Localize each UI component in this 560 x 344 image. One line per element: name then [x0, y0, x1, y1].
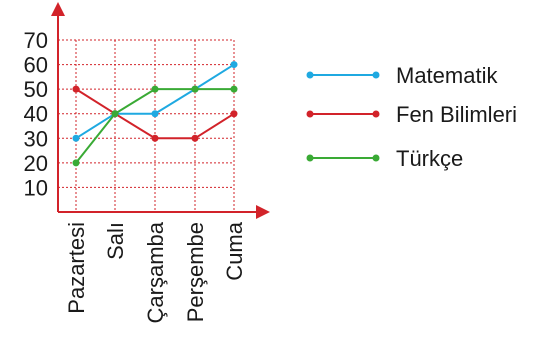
y-tick-label: 10	[24, 175, 48, 200]
x-tick-label: Pazartesi	[64, 222, 89, 314]
legend-marker	[372, 71, 380, 79]
data-point	[151, 85, 159, 93]
y-tick-label: 70	[24, 28, 48, 53]
y-tick-label: 60	[24, 53, 48, 78]
x-tick-label: Cuma	[222, 221, 247, 280]
data-point	[230, 61, 238, 69]
data-point	[72, 134, 80, 142]
data-point	[151, 110, 159, 118]
data-point	[72, 85, 80, 93]
legend-marker	[306, 71, 314, 79]
y-tick-label: 40	[24, 102, 48, 127]
y-axis-arrow	[51, 2, 65, 16]
legend-marker	[372, 110, 380, 118]
grid-lines	[58, 39, 235, 212]
y-tick-label: 50	[24, 77, 48, 102]
legend-label: Fen Bilimleri	[396, 102, 517, 127]
data-point	[72, 159, 80, 167]
legend: Matematik Fen Bilimleri Türkçe	[306, 63, 517, 171]
x-tick-label: Perşembe	[183, 222, 208, 322]
axes	[51, 2, 270, 219]
data-point	[111, 110, 119, 118]
data-point	[191, 85, 199, 93]
legend-label: Türkçe	[396, 146, 463, 171]
y-tick-label: 30	[24, 126, 48, 151]
y-tick-label: 20	[24, 151, 48, 176]
x-tick-labels: Pazartesi Salı Çarşamba Perşembe Cuma	[64, 221, 247, 323]
series-lines	[72, 61, 238, 167]
x-tick-label: Çarşamba	[143, 221, 168, 323]
legend-label: Matematik	[396, 63, 498, 88]
legend-marker	[306, 110, 314, 118]
x-tick-label: Salı	[103, 222, 128, 260]
data-point	[191, 134, 199, 142]
legend-marker	[372, 154, 380, 162]
data-point	[230, 110, 238, 118]
data-point	[230, 85, 238, 93]
legend-marker	[306, 154, 314, 162]
data-point	[151, 134, 159, 142]
x-axis-arrow	[256, 205, 270, 219]
